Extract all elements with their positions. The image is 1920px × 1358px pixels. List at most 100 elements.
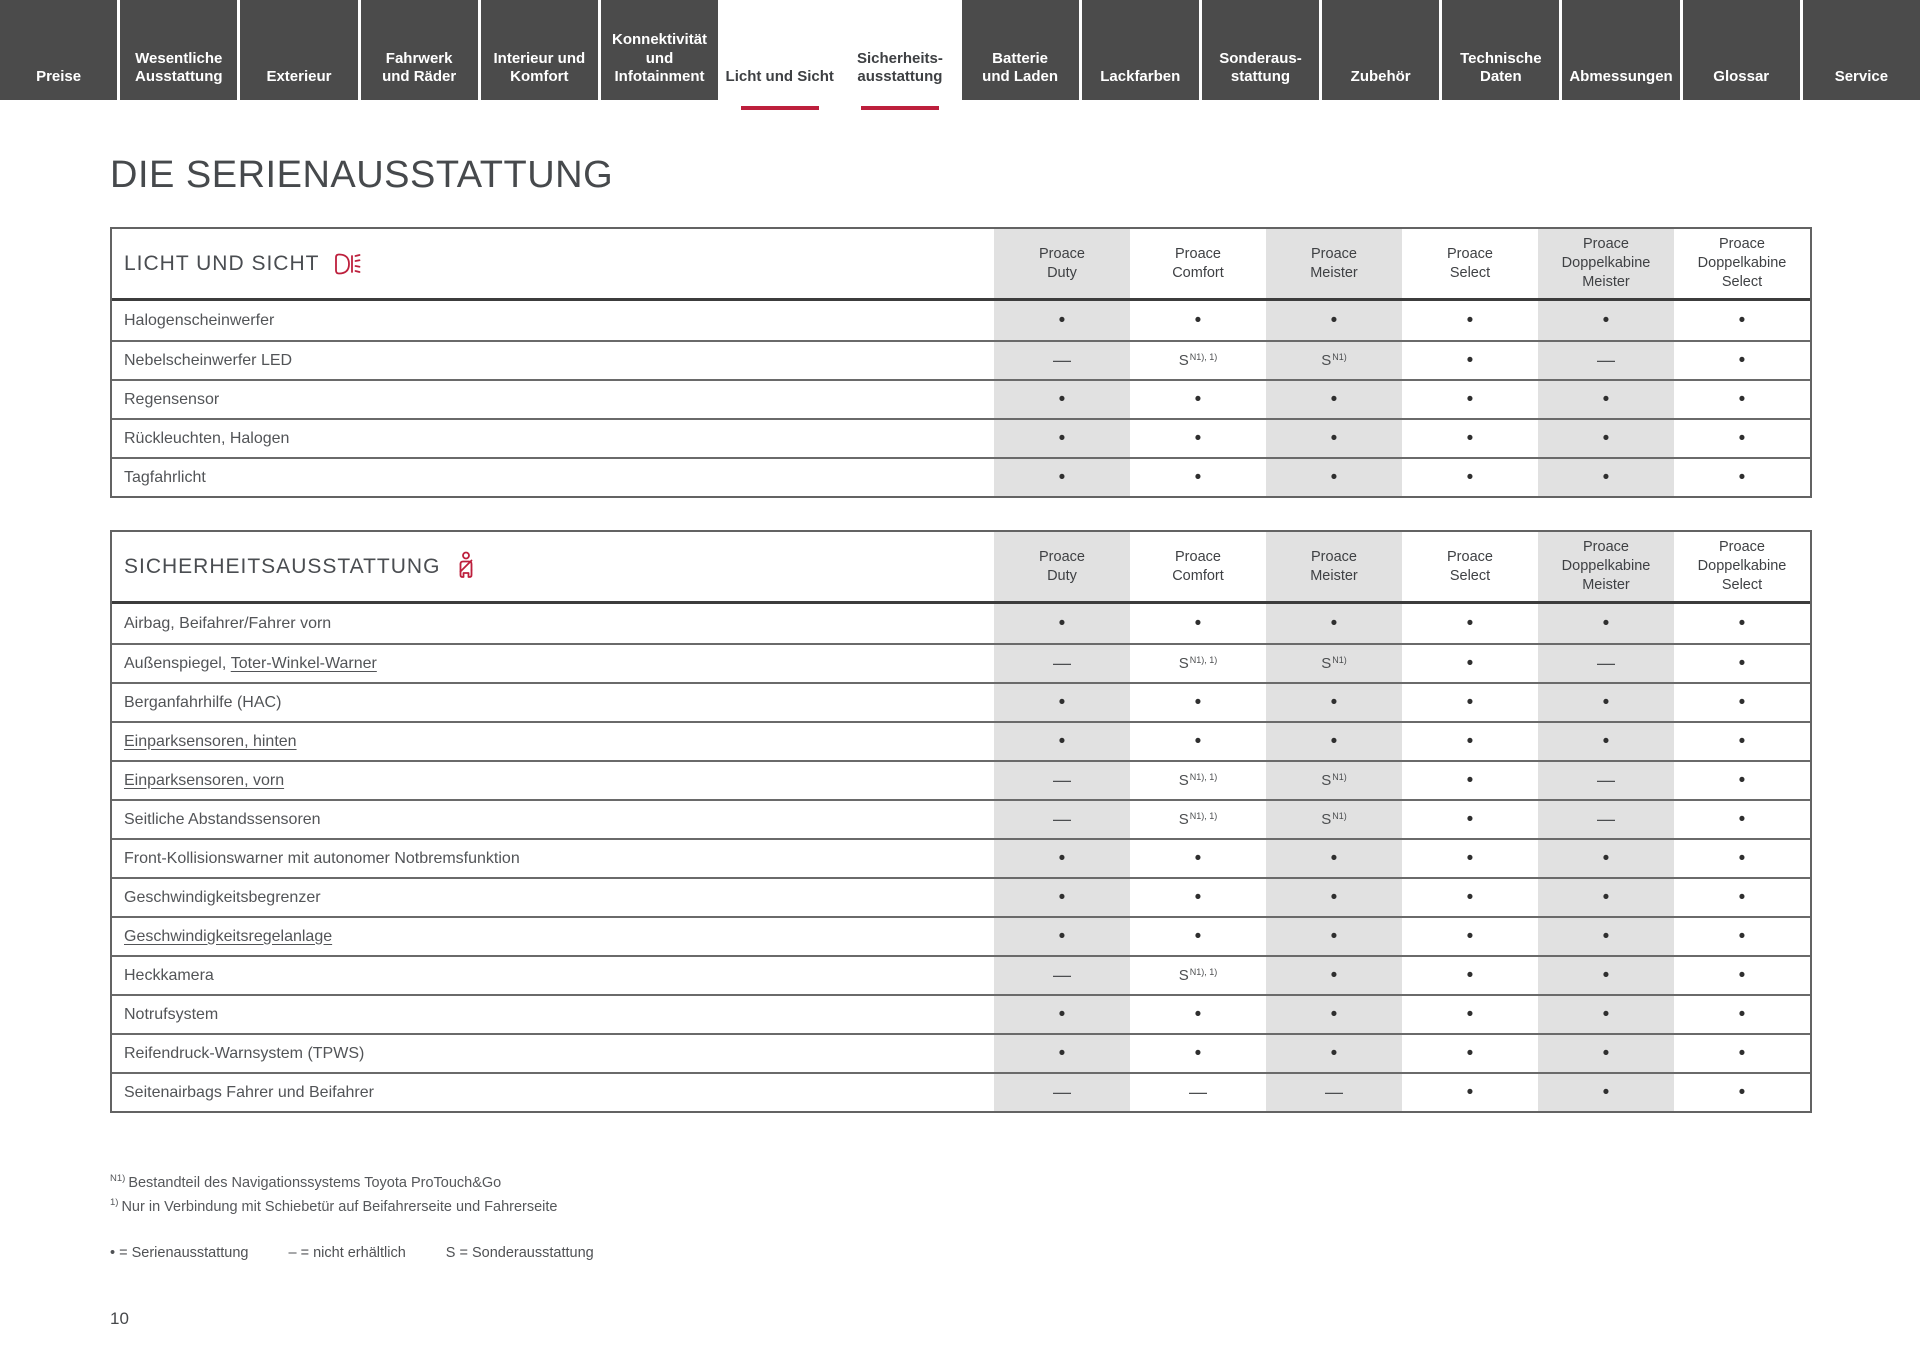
row-label-text: Außenspiegel,	[124, 654, 231, 672]
equipment-link[interactable]: Toter-Winkel-Warner	[230, 654, 377, 672]
availability-cell: •	[1466, 925, 1474, 947]
tab-preise[interactable]: Preise	[0, 0, 118, 100]
availability-cell: —	[1538, 801, 1674, 838]
table-title: LICHT UND SICHT	[112, 229, 994, 298]
table-title: SICHERHEITSAUSSTATTUNG	[112, 532, 994, 601]
availability-cell: •	[1466, 808, 1474, 830]
availability-cell: •	[1538, 840, 1674, 877]
availability-cell: •	[1538, 301, 1674, 340]
availability-cell: •	[994, 879, 1130, 916]
availability-cell: •	[1738, 466, 1746, 488]
table-row: Seitenairbags Fahrer und Beifahrer — — — • • •	[112, 1072, 1810, 1111]
row-label: Front-Kollisionswarner mit autonomer Not…	[124, 849, 520, 867]
footnote-marker: 1)	[110, 1197, 119, 1209]
row-label: Geschwindigkeitsregelanlage	[112, 918, 994, 955]
availability-cell: S N1)	[1266, 801, 1402, 838]
row-label: Regensensor	[124, 390, 220, 408]
availability-cell: •	[994, 459, 1130, 496]
tab-sonderausstattung[interactable]: Sonderaus- stattung	[1201, 0, 1320, 100]
tab-technische-daten[interactable]: Technische Daten	[1442, 0, 1560, 100]
tab-label: Zubehör	[1350, 68, 1411, 86]
availability-cell: •	[1738, 1081, 1746, 1103]
footnote-text: Bestandteil des Navigationssystems Toyot…	[128, 1174, 502, 1191]
availability-cell: •	[1538, 459, 1674, 496]
footnote-text: Nur in Verbindung mit Schiebetür auf Bei…	[121, 1198, 558, 1215]
tab-label: Glossar	[1713, 68, 1770, 86]
availability-cell: •	[1538, 957, 1674, 994]
table-title-text: SICHERHEITSAUSSTATTUNG	[124, 554, 441, 578]
tab-batterie-und-laden[interactable]: Batterie und Laden	[961, 0, 1079, 100]
equipment-link[interactable]: Einparksensoren, vorn	[124, 771, 285, 789]
availability-cell: •	[1466, 652, 1474, 674]
availability-cell: •	[1266, 1035, 1402, 1072]
availability-cell: •	[1194, 612, 1202, 634]
availability-cell: •	[1194, 1042, 1202, 1064]
availability-cell: •	[994, 723, 1130, 760]
availability-cell: —	[994, 1074, 1130, 1111]
availability-cell: •	[994, 840, 1130, 877]
tab-service[interactable]: Service	[1802, 0, 1920, 100]
availability-cell: •	[1738, 769, 1746, 791]
tab-label: Sonderaus- stattung	[1219, 49, 1302, 86]
column-header: Proace Doppelkabine Select	[1697, 236, 1787, 290]
availability-cell: •	[1538, 604, 1674, 643]
tab-exterieur[interactable]: Exterieur	[240, 0, 358, 100]
availability-cell: •	[994, 684, 1130, 721]
table-title-text: LICHT UND SICHT	[124, 251, 320, 275]
tab-konnektivitaet-und-infotainment[interactable]: Konnektivität und Infotainment	[600, 0, 719, 100]
tab-fahrwerk-und-raeder[interactable]: Fahrwerk und Räder	[360, 0, 478, 100]
availability-cell: —	[1189, 1082, 1207, 1102]
availability-cell: S N1), 1)	[1178, 966, 1218, 984]
tab-wesentliche-ausstattung[interactable]: Wesentliche Ausstattung	[120, 0, 238, 100]
availability-cell: •	[1538, 381, 1674, 418]
tab-glossar[interactable]: Glossar	[1682, 0, 1800, 100]
availability-cell: •	[1194, 427, 1202, 449]
column-header: Proace Doppelkabine Meister	[1538, 229, 1674, 298]
availability-cell: •	[1466, 730, 1474, 752]
availability-cell: •	[1194, 466, 1202, 488]
availability-cell: •	[1466, 427, 1474, 449]
column-header: Proace Meister	[1266, 532, 1402, 601]
availability-cell: •	[1538, 684, 1674, 721]
tab-lackfarben[interactable]: Lackfarben	[1081, 0, 1199, 100]
row-label: Airbag, Beifahrer/Fahrer vorn	[124, 614, 332, 632]
availability-cell: —	[994, 957, 1130, 994]
symbol-legend: • = Serienausstattung – = nicht erhältli…	[110, 1245, 1812, 1261]
availability-cell: •	[1266, 684, 1402, 721]
availability-cell: •	[1738, 612, 1746, 634]
availability-cell: •	[1738, 309, 1746, 331]
row-label: Reifendruck-Warnsystem (TPWS)	[124, 1044, 365, 1062]
table-row: Nebelscheinwerfer LED — S N1), 1) S N1) • — •	[112, 340, 1810, 379]
column-header: Proace Comfort	[1172, 548, 1224, 584]
availability-cell: •	[1466, 612, 1474, 634]
tab-licht-und-sicht[interactable]: Licht und Sicht	[721, 0, 839, 110]
availability-cell: •	[1466, 1003, 1474, 1025]
equipment-link[interactable]: Einparksensoren, hinten	[124, 732, 297, 750]
availability-cell: •	[1538, 879, 1674, 916]
equipment-link[interactable]: Geschwindigkeitsregelanlage	[124, 927, 333, 945]
availability-cell: •	[1538, 918, 1674, 955]
availability-cell: •	[1266, 604, 1402, 643]
tab-zubehoer[interactable]: Zubehör	[1322, 0, 1440, 100]
availability-cell: •	[1538, 420, 1674, 457]
equipment-table-sicherheitsausstattung: SICHERHEITSAUSSTATTUNG Proace Duty Proace…	[110, 530, 1812, 1113]
footnote-line: 1) Nur in Verbindung mit Schiebetür auf B…	[110, 1195, 1812, 1219]
row-label: Halogenscheinwerfer	[124, 311, 275, 329]
tab-label: Konnektivität und Infotainment	[612, 30, 708, 86]
tab-interieur-und-komfort[interactable]: Interieur und Komfort	[480, 0, 598, 100]
availability-cell: S N1)	[1266, 645, 1402, 682]
table-row: Geschwindigkeitsbegrenzer • • • • • •	[112, 877, 1810, 916]
availability-cell: •	[1266, 420, 1402, 457]
table-header-row: LICHT UND SICHT Proace Duty Proace Comfor…	[112, 229, 1810, 301]
availability-cell: S N1), 1)	[1178, 810, 1218, 828]
availability-cell: •	[1538, 996, 1674, 1033]
availability-cell: —	[1538, 762, 1674, 799]
tab-abmessungen[interactable]: Abmessungen	[1562, 0, 1680, 100]
legend-item: S = Sonderausstattung	[445, 1245, 594, 1262]
headlight-icon	[331, 250, 361, 278]
tab-sicherheitsausstattung[interactable]: Sicherheits- ausstattung	[841, 0, 959, 110]
availability-cell: •	[1738, 349, 1746, 371]
availability-cell: •	[994, 381, 1130, 418]
availability-cell: S N1), 1)	[1178, 771, 1218, 789]
availability-cell: •	[1738, 1003, 1746, 1025]
